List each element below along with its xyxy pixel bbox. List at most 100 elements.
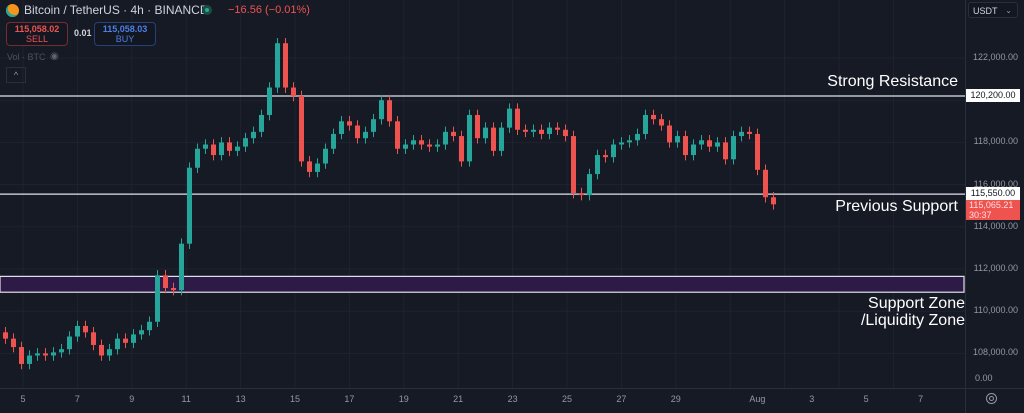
candle-body <box>763 169 768 198</box>
time-axis-label: 25 <box>561 394 573 404</box>
candle-body <box>139 330 144 335</box>
candle <box>291 82 296 102</box>
support-zone-rect[interactable] <box>0 275 965 293</box>
candle <box>11 333 16 353</box>
candle <box>43 348 48 361</box>
candle <box>491 122 496 157</box>
candle <box>371 113 376 138</box>
candle-body <box>163 275 168 288</box>
price-axis-tick: 110,000.00 <box>973 305 1018 316</box>
candle <box>67 331 72 355</box>
collapse-legend-button[interactable]: ^ <box>6 67 26 83</box>
candle-body <box>267 87 272 115</box>
candle-body <box>19 347 24 364</box>
sell-button[interactable]: 115,058.02 SELL <box>6 22 68 46</box>
candle <box>419 135 424 150</box>
candle-body <box>403 144 408 149</box>
currency-select[interactable]: USDT ⌄ <box>968 2 1018 18</box>
candle <box>147 316 152 336</box>
time-axis-label: 5 <box>20 394 26 404</box>
candle-body <box>91 332 96 345</box>
candle-body <box>427 144 432 147</box>
strong-resistance-label: Strong Resistance <box>827 73 958 90</box>
candle <box>547 122 552 140</box>
candle-body <box>379 100 384 120</box>
bar-countdown: 30:37 <box>969 210 992 220</box>
candle-body <box>395 121 400 149</box>
candle <box>427 139 432 152</box>
candle-body <box>387 100 392 122</box>
candle <box>531 124 536 138</box>
candle-body <box>699 140 704 145</box>
candle-body <box>443 131 448 145</box>
candle-body <box>515 108 520 130</box>
candle <box>499 122 504 157</box>
candle-body <box>363 131 368 139</box>
candle <box>83 320 88 338</box>
candle <box>179 238 184 296</box>
support-zone-label: Support Zone /Liquidity Zone <box>861 295 965 329</box>
candle <box>19 341 24 370</box>
time-axis-label: 11 <box>181 394 191 404</box>
candle <box>243 132 248 152</box>
candle <box>51 347 56 361</box>
candle-body <box>643 114 648 134</box>
candle <box>603 149 608 163</box>
candle-body <box>171 287 176 291</box>
buy-button[interactable]: 115,058.03 BUY <box>94 22 156 46</box>
candle-body <box>107 349 112 356</box>
candle-body <box>555 127 560 130</box>
candle <box>299 90 304 167</box>
candle-body <box>419 140 424 145</box>
candle-body <box>675 136 680 143</box>
candle <box>355 120 360 144</box>
candle <box>195 143 200 173</box>
candle <box>323 143 328 169</box>
candle-body <box>659 119 664 126</box>
candle-body <box>499 127 504 151</box>
candle <box>659 113 664 131</box>
candle <box>259 109 264 138</box>
volume-indicator-label[interactable]: Vol · BTC <box>7 52 46 62</box>
candle-body <box>587 174 592 196</box>
candle <box>731 130 736 165</box>
spread: 0.01 <box>74 28 92 38</box>
candle <box>771 191 776 210</box>
candle <box>219 137 224 161</box>
candle <box>235 141 240 157</box>
candle-body <box>539 129 544 134</box>
candle-body <box>747 131 752 134</box>
eye-off-icon[interactable]: ◉ <box>50 51 59 62</box>
time-axis-label: 23 <box>507 394 518 404</box>
time-axis-label: 7 <box>918 394 924 404</box>
candle <box>27 350 32 370</box>
candle <box>283 37 288 93</box>
candle <box>59 343 64 358</box>
candle-body <box>219 142 224 156</box>
candle <box>539 124 544 140</box>
candle-body <box>691 144 696 156</box>
candle-body <box>531 129 536 132</box>
candle <box>403 139 408 155</box>
resistance-price-tag: 120,200.00 <box>966 89 1020 102</box>
candle-body <box>571 136 576 194</box>
candle <box>611 139 616 163</box>
candle <box>723 137 728 165</box>
candle-body <box>771 197 776 205</box>
candle-body <box>115 338 120 350</box>
candle-body <box>3 332 8 339</box>
candle <box>411 135 416 150</box>
candle-body <box>155 275 160 322</box>
candle-body <box>563 129 568 137</box>
support-price-tag: 115,550.00 <box>966 187 1020 200</box>
candle-body <box>299 95 304 162</box>
candle-body <box>43 353 48 356</box>
chevron-up-icon: ^ <box>13 70 19 80</box>
candle-body <box>651 114 656 120</box>
candle-body <box>467 114 472 162</box>
symbol-title[interactable]: Bitcoin / TetherUS · 4h · BINANCE <box>24 3 208 17</box>
candle <box>107 343 112 361</box>
candle-body <box>715 142 720 147</box>
settings-icon[interactable] <box>986 393 997 404</box>
